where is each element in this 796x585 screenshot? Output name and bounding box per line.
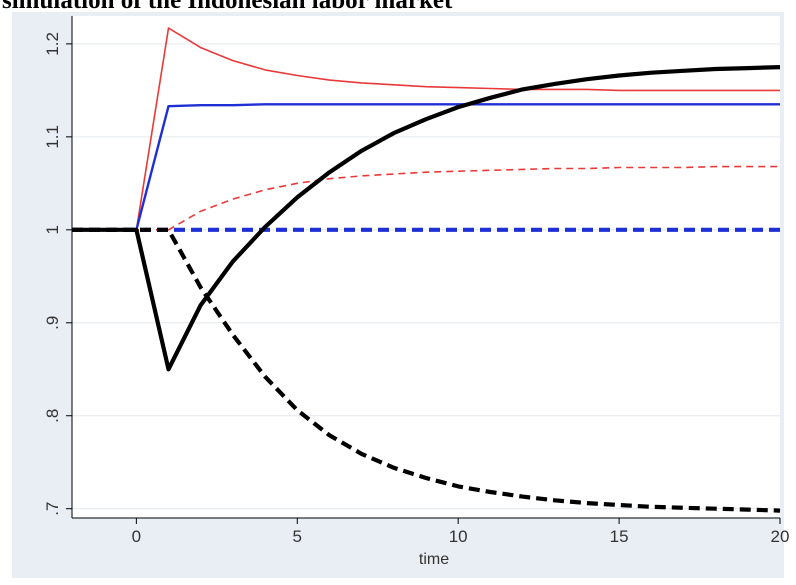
- y-tick-label-4: 1.1: [43, 125, 62, 149]
- y-tick-label-5: 1.2: [43, 32, 62, 56]
- y-tick-label-2: .9: [43, 316, 62, 330]
- series-layer: [72, 27, 781, 513]
- y-tick-label-0: .7: [43, 502, 62, 516]
- y-tick-label-3: 1: [43, 225, 62, 234]
- series-line-1: [72, 103, 780, 232]
- plot-area: [72, 16, 780, 518]
- series-line-2: [72, 165, 780, 231]
- series-line-4: [72, 65, 781, 372]
- series-line-0: [72, 27, 780, 231]
- series-line-5: [72, 227, 781, 513]
- x-tick-label-0: 0: [132, 527, 141, 546]
- x-tick-label-2: 10: [449, 527, 468, 546]
- x-axis-label: time: [419, 551, 449, 568]
- axes: .7 .8 .9 1 1.1 1.2 0 5 10 15 20: [43, 16, 789, 546]
- x-tick-label-1: 5: [293, 527, 302, 546]
- page-title: simulation of the Indonesian labor marke…: [2, 0, 453, 14]
- x-tick-label-4: 20: [771, 527, 790, 546]
- x-tick-label-3: 15: [610, 527, 629, 546]
- y-tick-label-1: .8: [43, 409, 62, 423]
